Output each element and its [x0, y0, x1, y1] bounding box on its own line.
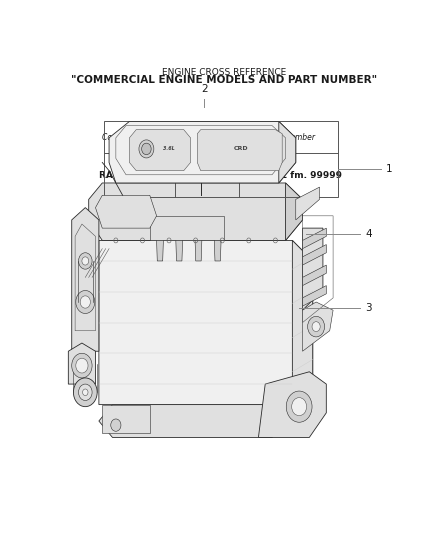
Circle shape	[307, 317, 325, 337]
Circle shape	[74, 378, 97, 407]
Circle shape	[76, 358, 88, 373]
Circle shape	[139, 140, 154, 158]
Polygon shape	[303, 228, 326, 248]
Circle shape	[312, 322, 320, 332]
Polygon shape	[130, 130, 191, 171]
Polygon shape	[279, 122, 296, 183]
Circle shape	[141, 143, 151, 155]
Polygon shape	[303, 302, 333, 351]
Polygon shape	[258, 372, 326, 438]
Polygon shape	[156, 240, 163, 261]
Polygon shape	[99, 405, 293, 438]
Text: Commercial models: Commercial models	[102, 133, 178, 142]
Polygon shape	[150, 216, 224, 240]
Circle shape	[78, 253, 92, 269]
Polygon shape	[72, 207, 99, 351]
Circle shape	[80, 296, 90, 308]
Polygon shape	[176, 240, 183, 261]
Polygon shape	[303, 265, 326, 286]
Polygon shape	[303, 245, 326, 265]
Text: VM 64 C: VM 64 C	[186, 171, 228, 180]
Text: 2: 2	[201, 84, 208, 93]
Polygon shape	[293, 240, 313, 405]
Text: 3.6L: 3.6L	[162, 147, 174, 151]
Circle shape	[82, 257, 88, 265]
Bar	[104, 122, 338, 197]
Polygon shape	[303, 228, 323, 310]
Polygon shape	[68, 343, 95, 384]
Polygon shape	[286, 183, 303, 240]
Text: "COMMERCIAL ENGINE MODELS AND PART NUMBER": "COMMERCIAL ENGINE MODELS AND PART NUMBE…	[71, 75, 378, 85]
Text: ENGINE CROSS REFERENCE: ENGINE CROSS REFERENCE	[162, 68, 286, 77]
Circle shape	[78, 384, 92, 400]
Circle shape	[76, 290, 95, 313]
Polygon shape	[95, 195, 156, 228]
Text: 3: 3	[365, 303, 372, 313]
Polygon shape	[99, 240, 313, 405]
Circle shape	[83, 389, 88, 395]
Polygon shape	[102, 405, 150, 433]
Text: serial number: serial number	[262, 133, 315, 142]
Circle shape	[111, 419, 121, 431]
Text: 4: 4	[365, 229, 372, 239]
Polygon shape	[296, 187, 320, 220]
Circle shape	[72, 353, 92, 378]
Polygon shape	[303, 286, 326, 306]
Polygon shape	[109, 122, 296, 183]
Circle shape	[292, 398, 307, 416]
Text: Engine code number: Engine code number	[167, 133, 247, 142]
Polygon shape	[214, 240, 221, 261]
Polygon shape	[195, 240, 202, 261]
Text: CRD: CRD	[234, 147, 249, 151]
Polygon shape	[197, 130, 282, 171]
Polygon shape	[88, 183, 303, 240]
Text: 1: 1	[386, 164, 392, 174]
Text: dm. 01001 fm. 99999: dm. 01001 fm. 99999	[234, 171, 343, 180]
Text: RA 428 RT7.05A: RA 428 RT7.05A	[99, 171, 180, 180]
Circle shape	[286, 391, 312, 422]
